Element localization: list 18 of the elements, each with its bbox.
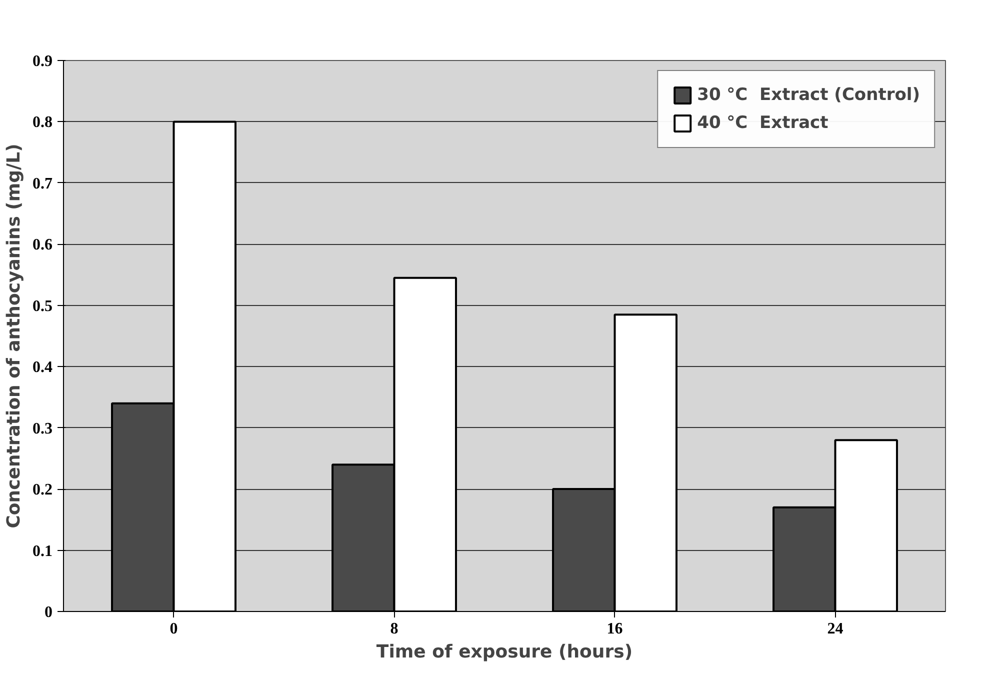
y-tick-label: 0.2 <box>32 482 52 499</box>
y-tick-label: 0.6 <box>32 236 52 254</box>
y-tick-label: 0 <box>44 604 52 621</box>
y-tick-label: 0.3 <box>32 420 52 438</box>
x-tick-label: 24 <box>827 620 844 638</box>
y-tick-label: 0.7 <box>32 175 52 192</box>
x-tick-label: 0 <box>170 620 178 638</box>
legend-label: 40 °C Extract <box>697 113 830 133</box>
y-tick-label: 0.9 <box>32 53 52 70</box>
y-tick-label: 0.5 <box>32 298 52 315</box>
x-tick-label: 8 <box>390 620 398 638</box>
y-tick-label: 0.1 <box>32 542 52 560</box>
y-tick-label: 0.8 <box>32 114 52 132</box>
y-axis-title: Concentration of anthocyanins (mg/L) <box>4 144 24 528</box>
legend-label: 30 °C Extract (Control) <box>697 85 920 105</box>
y-tick-label: 0.4 <box>32 359 52 376</box>
x-axis-title: Time of exposure (hours) <box>376 642 633 662</box>
x-tick-label: 16 <box>606 620 623 638</box>
